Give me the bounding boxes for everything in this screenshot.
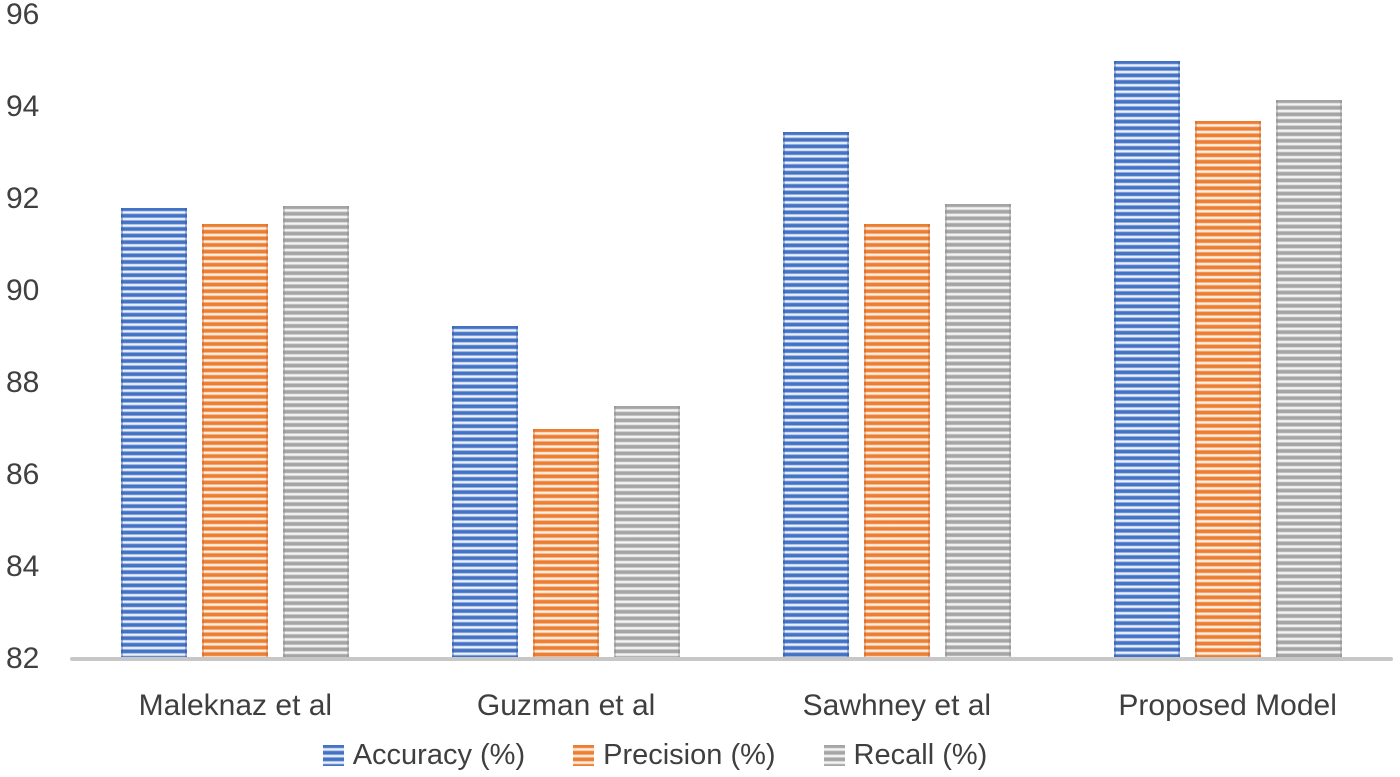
legend-label-precision: Precision (%) (603, 739, 776, 771)
y-tick-label-92: 92 (6, 182, 40, 215)
bar-group-2 (732, 15, 1063, 659)
bar-accuracy-2 (782, 132, 849, 659)
bar-group-0 (70, 15, 401, 659)
legend-item-precision: Precision (%) (573, 739, 776, 771)
y-tick-label-90: 90 (6, 274, 40, 307)
legend-label-accuracy: Accuracy (%) (352, 739, 526, 771)
x-axis-label-0: Maleknaz et al (138, 689, 333, 722)
legend-item-recall: Recall (%) (823, 739, 988, 771)
bar-accuracy-3 (1113, 61, 1180, 659)
y-tick-label-84: 84 (6, 550, 40, 583)
legend-swatch-precision (573, 745, 595, 766)
y-tick-label-82: 82 (6, 642, 40, 675)
x-axis-label-3: Proposed Model (1118, 689, 1337, 722)
plot-area (70, 15, 1393, 659)
bar-recall-0 (283, 205, 350, 659)
legend-swatch-recall (823, 745, 845, 766)
bar-accuracy-0 (121, 208, 188, 659)
bar-precision-1 (533, 429, 600, 659)
x-axis-label-2: Sawhney et al (802, 689, 992, 722)
y-tick-label-88: 88 (6, 366, 40, 399)
bar-accuracy-1 (452, 325, 519, 659)
legend-label-recall: Recall (%) (853, 739, 988, 771)
legend-item-accuracy: Accuracy (%) (322, 739, 526, 771)
bar-recall-1 (614, 406, 681, 659)
y-tick-label-86: 86 (6, 458, 40, 491)
legend-swatch-accuracy (322, 745, 344, 766)
bar-precision-3 (1194, 120, 1261, 659)
bar-precision-2 (863, 224, 930, 659)
bar-recall-2 (944, 203, 1011, 659)
bar-recall-3 (1275, 100, 1342, 659)
bar-group-1 (401, 15, 732, 659)
bar-precision-0 (202, 224, 269, 659)
y-tick-label-94: 94 (6, 90, 40, 123)
chart-legend: Accuracy (%) Precision (%) Recall (%) (0, 741, 1355, 770)
y-tick-label-96: 96 (6, 0, 40, 31)
x-axis-category-labels: Maleknaz et al Guzman et al Sawhney et al P… (70, 689, 1393, 722)
x-axis-label-1: Guzman et al (476, 689, 656, 722)
bar-group-3 (1062, 15, 1393, 659)
x-axis-line (70, 657, 1393, 661)
